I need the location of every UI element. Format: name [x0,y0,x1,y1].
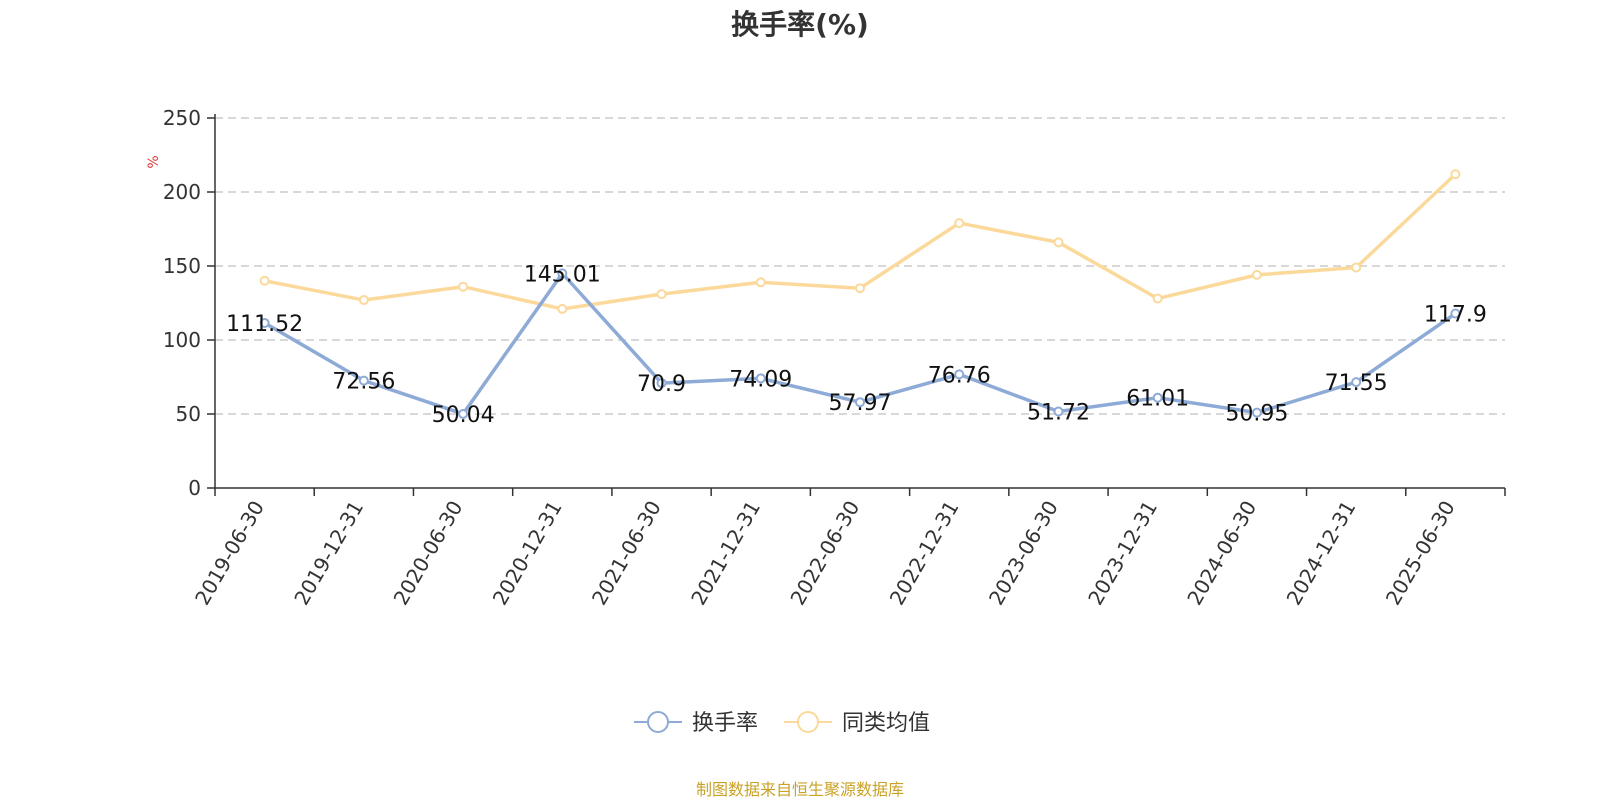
x-tick-label: 2022-12-31 [885,496,964,609]
series-point-0[interactable] [1351,377,1362,388]
legend[interactable]: 换手率 同类均值 [634,711,930,736]
x-tick-label: 2024-12-31 [1282,497,1361,610]
data-label: 57.97 [829,391,892,416]
grid [215,117,1505,415]
data-label: 51.72 [1027,400,1090,425]
data-label: 76.76 [928,363,991,388]
series-point-0[interactable] [1152,392,1163,403]
data-label: 145.01 [524,262,601,287]
series-point-0[interactable] [656,378,667,389]
series-point-0[interactable] [1450,308,1461,319]
series-point-1[interactable] [1251,269,1262,280]
series-point-0[interactable] [557,268,568,279]
series-point-1[interactable] [1351,262,1362,273]
series-point-0[interactable] [259,317,270,328]
legend-item-1[interactable]: 同类均值 [784,711,930,736]
axes: 0 50 100 150 200 250 2019-06-30 2019-12-31 2020-… [163,106,1506,610]
source-note: 制图数据来自恒生聚源数据库 [696,780,904,799]
y-tick-label: 100 [163,328,201,352]
x-tick-label: 2020-06-30 [389,496,468,609]
chart-title: 换手率(%) [731,8,869,41]
x-tick-label: 2020-12-31 [488,497,567,610]
data-labels: 111.52 72.56 50.04 145.01 70.9 74.09 57.97 76.7… [226,262,1487,428]
series-point-0[interactable] [855,397,865,408]
data-label: 50.95 [1225,402,1288,427]
x-tick-label: 2023-12-31 [1083,497,1162,610]
x-tick-label: 2024-06-30 [1182,497,1261,610]
series-point-0[interactable] [1251,407,1262,418]
legend-marker [647,711,669,733]
series-point-1[interactable] [656,289,667,300]
series [259,169,1461,419]
series-point-1[interactable] [1450,169,1461,180]
x-tick-label: 2021-06-30 [587,497,666,610]
series-point-1[interactable] [855,283,865,294]
data-label: 61.01 [1126,387,1189,412]
y-axis-unit-label: % [146,155,162,168]
series-point-0[interactable] [1053,406,1064,417]
series-point-0[interactable] [458,408,469,419]
series-point-1[interactable] [458,281,469,292]
x-tick-label: 2023-06-30 [984,497,1063,610]
y-tick-label: 250 [163,106,201,130]
y-tick-label: 200 [163,180,201,204]
data-label: 72.56 [332,370,395,395]
series-point-1[interactable] [1053,237,1064,248]
series-point-1[interactable] [1152,293,1163,304]
data-label: 50.04 [432,403,495,428]
legend-label: 换手率 [692,711,758,736]
series-point-0[interactable] [358,375,369,386]
x-tick-label: 2025-06-30 [1381,497,1460,610]
legend-label: 同类均值 [842,711,930,736]
data-label: 74.09 [729,367,792,392]
x-tick-label: 2019-12-31 [289,497,368,610]
series-point-1[interactable] [557,303,568,314]
y-tick-label: 150 [163,254,201,278]
series-point-1[interactable] [259,275,270,286]
data-label: 70.9 [637,372,686,397]
y-tick-label: 0 [188,476,201,500]
series-point-0[interactable] [954,369,965,380]
legend-marker [797,711,819,733]
series-point-0[interactable] [755,373,766,384]
data-label: 111.52 [226,312,303,337]
x-tick-label: 2022-06-30 [785,497,864,610]
x-tick-label: 2019-06-30 [190,497,269,610]
y-tick-label: 50 [176,402,201,426]
data-label: 71.55 [1325,371,1388,396]
data-label: 117.9 [1424,303,1487,328]
series-point-1[interactable] [358,295,369,306]
series-point-1[interactable] [954,218,965,229]
x-tick-label: 2021-12-31 [686,497,765,610]
legend-item-0[interactable]: 换手率 [634,711,758,736]
series-point-1[interactable] [755,277,766,288]
